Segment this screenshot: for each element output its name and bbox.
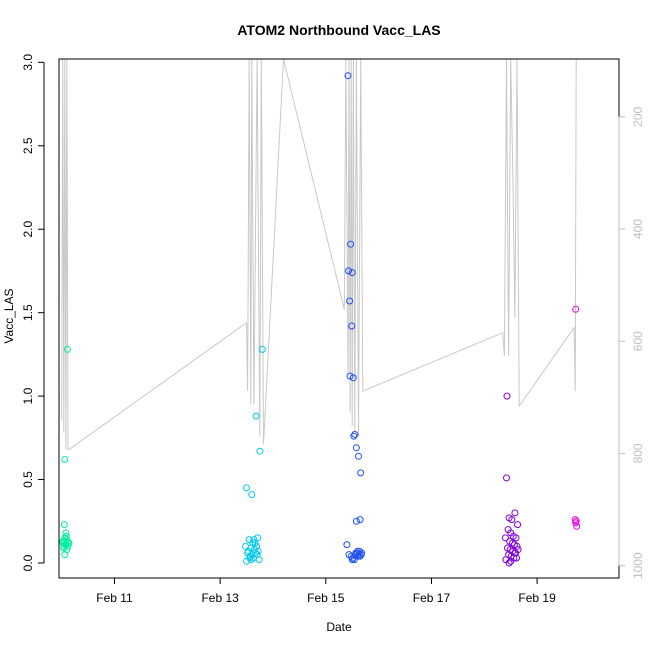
data-point-day1 xyxy=(62,541,70,549)
x-tick-label: Feb 15 xyxy=(307,591,345,605)
data-point-day3 xyxy=(347,240,355,248)
data-point-day1 xyxy=(64,542,72,550)
data-point-day2 xyxy=(248,551,256,559)
data-point-day2 xyxy=(253,542,261,550)
data-point-day2 xyxy=(252,412,260,420)
data-point-day3 xyxy=(357,469,365,477)
data-point-day1 xyxy=(61,551,69,559)
data-point-day3 xyxy=(352,444,360,452)
data-point-day4 xyxy=(514,521,522,529)
data-point-day2 xyxy=(250,536,258,544)
data-point-day3 xyxy=(345,267,352,275)
data-point-day2 xyxy=(246,554,254,562)
plot-frame xyxy=(58,58,620,579)
y-tick-label: 1.5 xyxy=(21,304,35,321)
data-point-day3 xyxy=(348,556,356,564)
data-point-day4 xyxy=(501,534,509,542)
data-point-day3 xyxy=(348,322,356,330)
data-point-day3b xyxy=(356,516,364,524)
data-point-day3 xyxy=(349,374,357,382)
data-point-day4 xyxy=(511,509,519,517)
data-point-day2 xyxy=(255,556,263,564)
data-point-day4 xyxy=(514,546,522,554)
data-point-day4 xyxy=(503,474,510,482)
y2-tick-label: 400 xyxy=(631,219,645,239)
chart-title: ATOM2 Northbound Vacc_LAS xyxy=(237,22,440,38)
y-tick-label: 2.0 xyxy=(21,221,35,238)
data-point-day5 xyxy=(572,519,580,527)
y-axis-label: Vacc_LAS xyxy=(2,288,16,343)
data-point-day5 xyxy=(573,522,581,530)
y-tick-label: 0.0 xyxy=(21,554,35,571)
y-tick-label: 3.0 xyxy=(21,54,35,71)
data-point-day2 xyxy=(252,549,259,557)
y2-tick-label: 200 xyxy=(631,106,645,126)
x-axis-label: Date xyxy=(326,620,352,634)
data-point-day2 xyxy=(258,345,266,353)
data-point-day2 xyxy=(243,484,250,492)
x-tick-label: Feb 17 xyxy=(413,591,451,605)
data-point-day1b xyxy=(61,456,69,463)
data-point-day3 xyxy=(348,269,356,277)
data-point-day4 xyxy=(513,542,521,550)
data-point-day1 xyxy=(60,542,68,550)
data-point-day4 xyxy=(505,559,513,567)
data-point-day4 xyxy=(507,557,515,565)
data-point-day3 xyxy=(356,547,364,555)
data-point-day3 xyxy=(352,517,360,525)
data-point-day3 xyxy=(355,452,362,460)
plot-area: 0.0 0.5 1.0 1.5 2.0 2.5 3.0 Feb 11 Feb 13 Feb 15 F… xyxy=(21,54,645,605)
secondary-depth-line xyxy=(61,59,578,450)
y-tick-label: 0.5 xyxy=(21,471,35,488)
data-point-day3 xyxy=(351,431,359,438)
data-point-day5 xyxy=(572,305,580,313)
data-point-day5 xyxy=(571,516,579,524)
data-point-day3 xyxy=(344,72,352,80)
y2-tick-label: 800 xyxy=(631,443,645,463)
data-point-day4 xyxy=(508,516,516,524)
y-tick-label: 1.0 xyxy=(21,387,35,404)
data-point-day1 xyxy=(62,529,70,537)
data-point-day4 xyxy=(503,392,511,400)
y-tick-label: 2.5 xyxy=(21,137,35,154)
data-point-day2 xyxy=(247,556,255,564)
y2-tick-label: 1000 xyxy=(631,552,645,579)
x-tick-label: Feb 11 xyxy=(96,591,133,605)
data-point-day3 xyxy=(357,551,365,559)
data-point-day4 xyxy=(508,539,516,547)
y2-tick-label: 600 xyxy=(631,331,645,351)
data-point-day2 xyxy=(256,447,264,455)
x-tick-label: Feb 13 xyxy=(201,591,239,605)
data-point-day3 xyxy=(346,297,354,305)
data-point-day3 xyxy=(350,432,358,440)
data-point-day2 xyxy=(254,534,262,542)
data-point-day1 xyxy=(60,537,68,545)
data-point-day2 xyxy=(248,491,256,499)
data-point-day4 xyxy=(513,554,520,562)
data-point-day1 xyxy=(60,521,68,529)
data-point-day1 xyxy=(64,345,71,353)
x-tick-label: Feb 19 xyxy=(518,591,556,605)
data-point-day3 xyxy=(343,541,351,549)
data-point-day4 xyxy=(512,534,520,542)
